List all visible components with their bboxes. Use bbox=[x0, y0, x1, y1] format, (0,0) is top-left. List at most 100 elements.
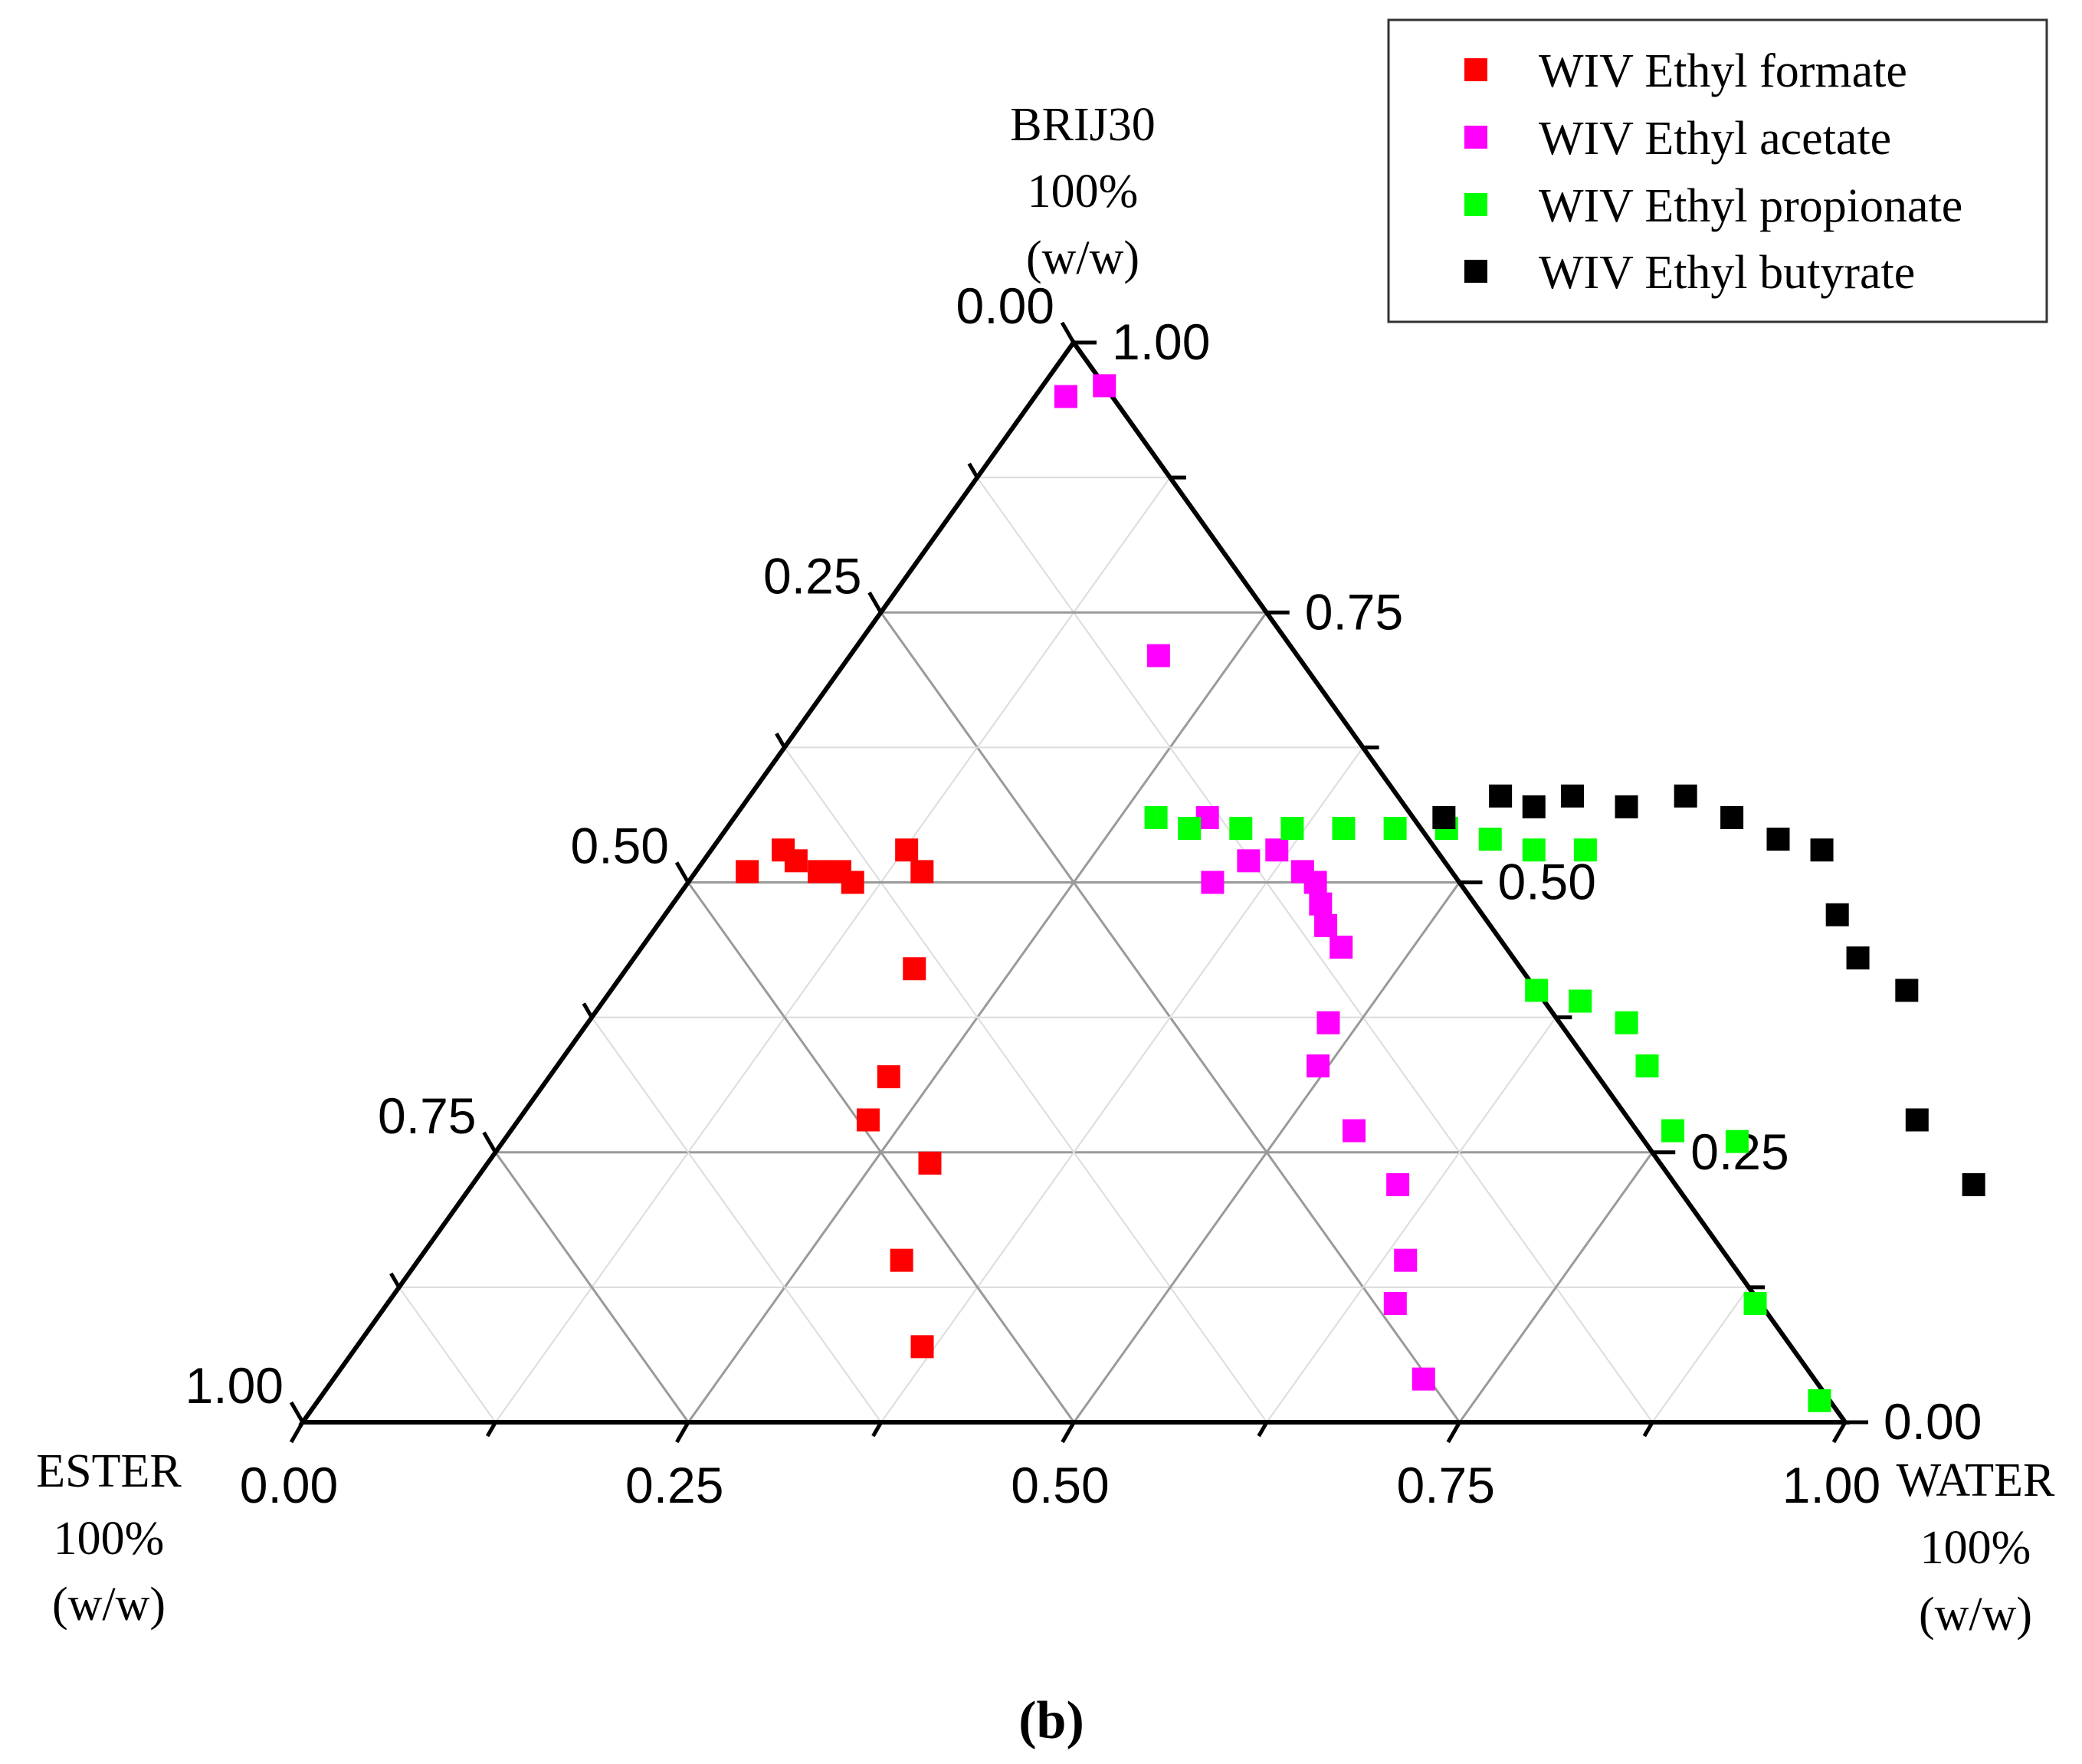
data-point-s1-0 bbox=[1054, 385, 1077, 408]
data-point-s3-4 bbox=[1615, 795, 1638, 818]
data-point-s2-13 bbox=[1636, 1054, 1659, 1077]
legend-label-acetate: WIV Ethyl acetate bbox=[1539, 113, 1891, 165]
data-point-s2-8 bbox=[1523, 838, 1546, 861]
legend-marker-propionate bbox=[1464, 193, 1487, 216]
tick-bottom-2 bbox=[677, 1422, 688, 1442]
corner-label-top-line3: (w/w) bbox=[1026, 232, 1139, 284]
panel-label: (b) bbox=[1018, 1691, 1084, 1750]
data-point-s2-4 bbox=[1333, 817, 1356, 840]
data-point-s1-11 bbox=[1330, 936, 1352, 959]
tick-label-left-3: 0.75 bbox=[378, 1087, 476, 1144]
data-point-s2-11 bbox=[1569, 989, 1592, 1012]
data-point-s2-14 bbox=[1661, 1120, 1684, 1143]
data-point-s0-13 bbox=[911, 1335, 934, 1358]
data-point-s3-6 bbox=[1720, 806, 1743, 829]
data-point-s0-6 bbox=[895, 838, 918, 861]
data-point-s0-3 bbox=[808, 860, 831, 883]
legend: WIV Ethyl formate WIV Ethyl acetate WIV … bbox=[1389, 20, 2047, 322]
data-points bbox=[736, 374, 1985, 1412]
data-point-s1-16 bbox=[1394, 1249, 1417, 1272]
data-point-s0-8 bbox=[903, 957, 926, 980]
data-point-s2-12 bbox=[1615, 1012, 1638, 1034]
corner-label-left-line1: ESTER bbox=[36, 1445, 182, 1497]
data-point-s2-5 bbox=[1384, 817, 1407, 840]
tick-label-bottom-4: 1.00 bbox=[1782, 1457, 1880, 1513]
legend-label-propionate: WIV Ethyl propionate bbox=[1539, 180, 1962, 232]
tick-left-0 bbox=[1062, 323, 1074, 343]
legend-marker-formate bbox=[1464, 58, 1487, 81]
corner-label-top-line2: 100% bbox=[1028, 166, 1139, 218]
tick-bottom-0 bbox=[291, 1422, 303, 1442]
legend-marker-butyrate bbox=[1464, 260, 1487, 283]
data-point-s1-1 bbox=[1093, 374, 1116, 397]
data-point-s2-15 bbox=[1726, 1130, 1749, 1153]
corner-label-top: BRIJ30 100% (w/w) bbox=[1010, 99, 1155, 284]
grid-line-water-3 bbox=[881, 747, 1363, 1422]
data-point-s0-2 bbox=[785, 849, 808, 872]
grid-line-water-1 bbox=[496, 477, 1170, 1422]
grid-line-ester-5 bbox=[592, 1018, 881, 1422]
data-point-s2-3 bbox=[1280, 817, 1303, 840]
corner-label-top-line1: BRIJ30 bbox=[1010, 99, 1155, 151]
tick-left-6 bbox=[484, 1133, 495, 1153]
data-point-s3-2 bbox=[1523, 795, 1546, 818]
grid-line-water-5 bbox=[1267, 1018, 1556, 1422]
corner-label-left-line3: (w/w) bbox=[52, 1579, 166, 1631]
data-point-s2-1 bbox=[1178, 817, 1201, 840]
data-point-s1-9 bbox=[1309, 893, 1332, 916]
data-point-s1-14 bbox=[1343, 1120, 1366, 1143]
tick-left-2 bbox=[869, 592, 880, 612]
tick-left-5 bbox=[584, 1003, 592, 1017]
tick-bottom-6 bbox=[1448, 1422, 1460, 1442]
tick-label-bottom-1: 0.25 bbox=[625, 1457, 723, 1513]
data-point-s1-18 bbox=[1412, 1368, 1435, 1391]
tick-bottom-4 bbox=[1062, 1422, 1074, 1442]
data-point-s3-13 bbox=[1962, 1173, 1985, 1196]
tick-label-bottom-0: 0.00 bbox=[240, 1457, 338, 1513]
data-point-s2-16 bbox=[1744, 1292, 1767, 1315]
data-point-s3-5 bbox=[1674, 785, 1697, 808]
corner-label-right-line1: WATER bbox=[1897, 1454, 2055, 1507]
data-point-s0-12 bbox=[890, 1249, 913, 1272]
data-point-s1-6 bbox=[1265, 838, 1288, 861]
data-point-s3-3 bbox=[1561, 785, 1584, 808]
data-point-s3-10 bbox=[1847, 946, 1870, 969]
data-point-s3-1 bbox=[1489, 785, 1512, 808]
corner-label-left: ESTER 100% (w/w) bbox=[36, 1445, 182, 1631]
data-point-s1-17 bbox=[1384, 1292, 1407, 1315]
data-point-s3-11 bbox=[1895, 979, 1918, 1002]
tick-label-left-0: 0.00 bbox=[956, 277, 1054, 334]
grid-line-ester-7 bbox=[399, 1287, 496, 1422]
legend-marker-acetate bbox=[1464, 126, 1487, 149]
data-point-s1-2 bbox=[1147, 644, 1170, 667]
data-point-s1-13 bbox=[1307, 1054, 1330, 1077]
tick-label-bottom-3: 0.75 bbox=[1397, 1457, 1495, 1513]
data-point-s0-7 bbox=[910, 860, 933, 883]
data-point-s1-4 bbox=[1201, 871, 1224, 894]
grid-lines bbox=[399, 477, 1749, 1422]
data-point-s3-8 bbox=[1811, 838, 1834, 861]
data-point-s0-9 bbox=[877, 1065, 900, 1088]
ternary-chart: 0.000.000.000.250.250.250.500.500.500.75… bbox=[0, 0, 2082, 1764]
tick-left-7 bbox=[391, 1274, 399, 1287]
data-point-s1-12 bbox=[1316, 1012, 1339, 1034]
legend-label-butyrate: WIV Ethyl butyrate bbox=[1539, 247, 1915, 299]
corner-label-right-line2: 100% bbox=[1920, 1522, 2031, 1574]
tick-left-4 bbox=[677, 863, 688, 883]
tick-left-1 bbox=[969, 464, 978, 477]
tick-label-right-0: 0.00 bbox=[1884, 1393, 1982, 1450]
tick-bottom-8 bbox=[1834, 1422, 1845, 1442]
data-point-s1-15 bbox=[1386, 1173, 1409, 1196]
tick-left-3 bbox=[776, 733, 785, 747]
data-point-s0-5 bbox=[841, 871, 864, 894]
tick-label-left-1: 0.25 bbox=[763, 547, 861, 604]
data-point-s3-0 bbox=[1432, 806, 1455, 829]
data-point-s1-10 bbox=[1314, 914, 1337, 937]
corner-label-right-line3: (w/w) bbox=[1919, 1589, 2032, 1641]
legend-label-formate: WIV Ethyl formate bbox=[1539, 45, 1907, 97]
data-point-s3-12 bbox=[1906, 1108, 1929, 1131]
data-point-s3-7 bbox=[1767, 828, 1790, 851]
data-point-s2-17 bbox=[1808, 1389, 1831, 1412]
data-point-s2-10 bbox=[1525, 979, 1548, 1002]
data-point-s2-7 bbox=[1479, 828, 1502, 851]
